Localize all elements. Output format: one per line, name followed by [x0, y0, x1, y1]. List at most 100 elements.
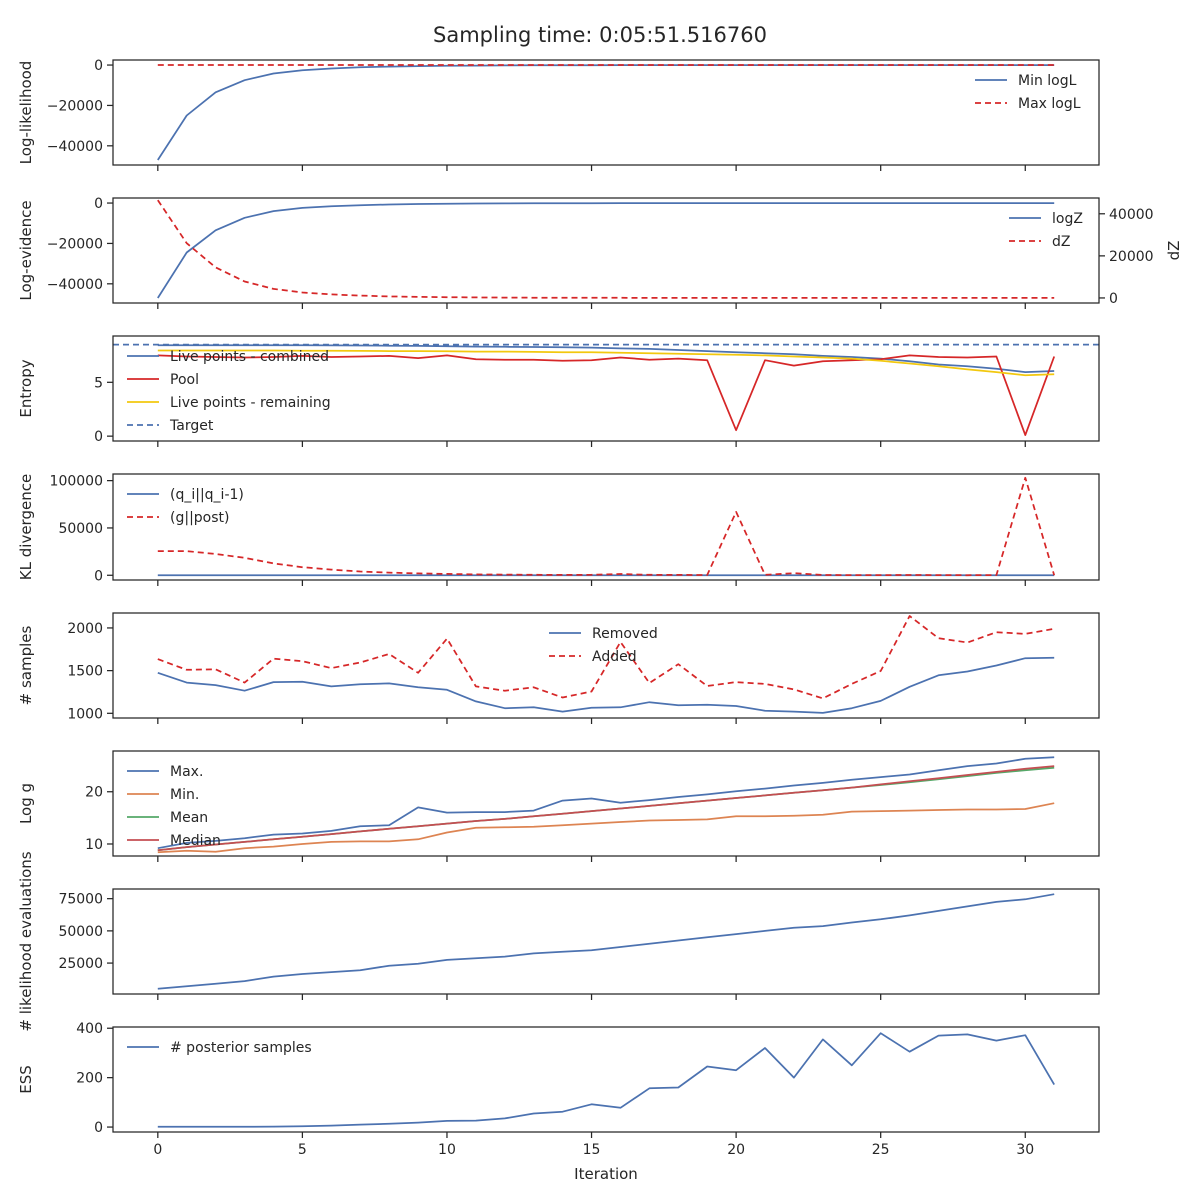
- series-line-dz: [157, 199, 1055, 299]
- legend-label: Pool: [170, 372, 199, 388]
- y-tick-label: 5: [94, 375, 103, 391]
- series-line-pool: [157, 354, 1056, 436]
- series-line-added: [157, 615, 1055, 700]
- y-tick-label: −40000: [47, 277, 103, 293]
- legend-label: Mean: [170, 810, 208, 826]
- legend-label: Removed: [592, 626, 658, 642]
- series-line-max: [157, 756, 1055, 850]
- legend-label: Max.: [170, 764, 203, 780]
- y-tick-label: 10: [85, 837, 103, 853]
- legend-label: Added: [592, 649, 637, 665]
- axes-frame: [112, 750, 1100, 857]
- y-axis-title: # likelihood evaluations: [17, 851, 35, 1031]
- y-tick-label: 400: [76, 1021, 103, 1037]
- axes-frame: [112, 59, 1100, 166]
- series-line-logz: [157, 202, 1055, 299]
- series-group: [157, 893, 1055, 990]
- legend: Max. Min. Mean Median: [127, 764, 221, 849]
- panel-7: 25000 50000 75000 # likelihood evaluations: [17, 851, 1100, 1032]
- legend: (q_i||q_i-1) (g||post): [127, 487, 244, 526]
- x-axis-title: Iteration: [574, 1165, 638, 1183]
- y-tick-label: −20000: [47, 236, 103, 252]
- legend-label: Min.: [170, 787, 199, 803]
- legend-label: (q_i||q_i-1): [170, 487, 244, 503]
- y-tick-label: 2000: [67, 621, 103, 637]
- series-group: [157, 64, 1055, 161]
- series-group: [157, 615, 1055, 714]
- y-tick-label: 50000: [58, 924, 103, 940]
- series-line-min-logl: [157, 64, 1055, 161]
- y-tick-label: 75000: [58, 892, 103, 908]
- y-axis-title: Log g: [17, 783, 35, 824]
- y-tick-label: 20: [85, 785, 103, 801]
- legend: Live points - combined Pool Live points - …: [127, 349, 331, 434]
- y-tick-label: 100000: [50, 474, 103, 490]
- y-tick-label: 0: [94, 58, 103, 74]
- y-axis-title: ESS: [17, 1065, 35, 1094]
- legend-label: Max logL: [1018, 96, 1081, 112]
- figure-title: Sampling time: 0:05:51.516760: [433, 23, 767, 47]
- axes-frame: [112, 888, 1100, 995]
- y-tick-label: 1500: [67, 664, 103, 680]
- legend-label: logZ: [1052, 211, 1083, 227]
- axes-frame: [112, 335, 1100, 442]
- y-axis-title: Entropy: [17, 359, 35, 417]
- legend-label: # posterior samples: [170, 1040, 312, 1056]
- legend: # posterior samples: [127, 1040, 312, 1056]
- y-tick-label: 200: [76, 1071, 103, 1087]
- y-right-tick-label: 40000: [1109, 207, 1154, 223]
- y-axis-title: KL divergence: [17, 474, 35, 580]
- y-right-tick-label: 20000: [1109, 249, 1154, 265]
- y-tick-label: −40000: [47, 139, 103, 155]
- panel-1: 0 −20000 −40000 Log-likelihood Min logL Max l…: [17, 58, 1100, 171]
- y-tick-label: −20000: [47, 98, 103, 114]
- axes-frame: [112, 473, 1100, 581]
- legend-label: (g||post): [170, 510, 229, 526]
- x-tick-label: 5: [298, 1142, 307, 1158]
- panel-8: 0 5 10 15 20 25 30 0 200 400 ESS # posterior sample…: [17, 1021, 1100, 1158]
- panel-6: 10 20 Log g Max. Min. Mean Median: [17, 750, 1100, 862]
- series-group: [157, 476, 1056, 577]
- series-line-series: [157, 893, 1055, 990]
- x-tick-label: 10: [438, 1142, 456, 1158]
- x-tick-label: 0: [153, 1142, 162, 1158]
- series-line-median: [157, 765, 1055, 852]
- series-line-posterior-samples: [157, 1032, 1055, 1128]
- legend-label: Target: [169, 418, 214, 434]
- series-line-min: [157, 802, 1055, 854]
- series-group: [157, 199, 1055, 299]
- x-tick-label: 20: [727, 1142, 745, 1158]
- legend: Min logL Max logL: [975, 73, 1081, 112]
- series-line-g-post: [157, 476, 1056, 577]
- axes-frame: [112, 197, 1100, 304]
- y-tick-label: 25000: [58, 956, 103, 972]
- panel-5: 1000 1500 2000 # samples Removed Added: [17, 612, 1100, 724]
- y-tick-label: 0: [94, 1120, 103, 1136]
- y-right-tick-label: 0: [1109, 291, 1118, 307]
- x-tick-label: 25: [872, 1142, 890, 1158]
- panel-4: 0 50000 100000 KL divergence (q_i||q_i-1) (g|…: [17, 473, 1100, 586]
- legend-label: Live points - remaining: [170, 395, 331, 411]
- panel-2: 0 −20000 −40000 0 20000 40000 dZ Log-evidence lo…: [17, 196, 1183, 309]
- y-tick-label: 0: [94, 568, 103, 584]
- series-group: [157, 756, 1055, 854]
- legend-label: Median: [170, 833, 221, 849]
- y-tick-label: 0: [94, 429, 103, 445]
- y-right-axis-title: dZ: [1165, 241, 1183, 261]
- legend: logZ dZ: [1009, 211, 1083, 250]
- legend-label: Live points - combined: [170, 349, 329, 365]
- legend-label: dZ: [1052, 234, 1070, 250]
- x-tick-label: 15: [583, 1142, 601, 1158]
- legend: Removed Added: [549, 626, 658, 665]
- y-tick-label: 1000: [67, 706, 103, 722]
- series-line-removed: [157, 656, 1055, 714]
- y-tick-label: 0: [94, 196, 103, 212]
- axes-frame: [112, 1026, 1100, 1133]
- y-tick-label: 50000: [58, 521, 103, 537]
- y-axis-title: # samples: [17, 625, 35, 705]
- y-axis-title: Log-likelihood: [17, 61, 35, 165]
- series-group: [113, 343, 1099, 436]
